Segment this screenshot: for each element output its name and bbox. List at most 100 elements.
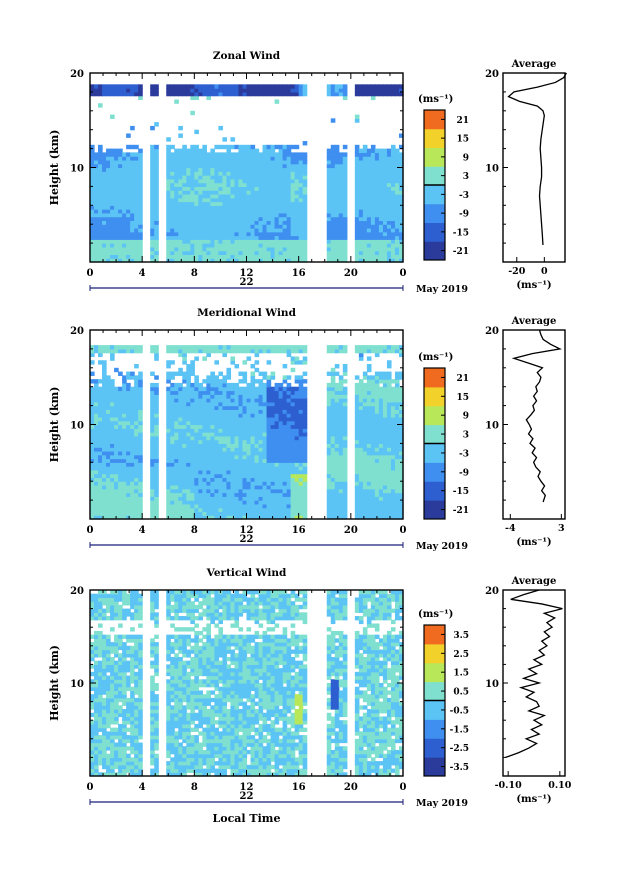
heatmap-cell [110, 435, 115, 441]
heatmap-cell [222, 447, 228, 452]
heatmap-cell [370, 481, 376, 486]
heatmap-cell [182, 405, 187, 410]
heatmap-cell [166, 484, 171, 490]
heatmap-cell [250, 492, 256, 497]
heatmap-cell [222, 413, 228, 418]
heatmap-cell [134, 416, 139, 422]
heatmap-cell [182, 152, 187, 157]
heatmap-cell [110, 163, 115, 169]
heatmap-cell [362, 409, 368, 414]
heatmap-cell [190, 95, 195, 101]
heatmap-cell [150, 182, 155, 187]
heatmap-cell [366, 432, 372, 437]
heatmap-cell [114, 398, 119, 403]
heatmap-cell [98, 416, 103, 422]
heatmap-cell [390, 88, 396, 93]
heatmap-cell [330, 439, 336, 444]
heatmap-cell [230, 171, 236, 176]
heatmap-cell [242, 409, 248, 414]
heatmap-cell [274, 250, 280, 256]
heatmap-cell [258, 250, 264, 256]
heatmap-cell [130, 466, 135, 471]
heatmap-cell [202, 409, 207, 414]
heatmap-cell [342, 167, 348, 172]
heatmap-cell [218, 186, 224, 191]
heatmap-cell [246, 488, 252, 494]
heatmap-cell [338, 398, 344, 403]
heatmap-cell [226, 503, 232, 509]
heatmap-cell [166, 231, 171, 237]
heatmap-cell [122, 246, 127, 252]
heatmap-cell [246, 258, 252, 263]
heatmap-cell [342, 473, 348, 479]
heatmap-cell [298, 413, 304, 418]
heatmap-cell [178, 398, 183, 403]
heatmap-cell [326, 481, 332, 486]
heatmap-cell [214, 488, 220, 494]
heatmap-cell [126, 401, 131, 407]
heatmap-cell [326, 450, 332, 456]
heatmap-cell [242, 458, 248, 463]
heatmap-cell [170, 390, 175, 395]
heatmap-cell [374, 466, 380, 471]
heatmap-cell [382, 481, 388, 486]
heatmap-cell [102, 450, 107, 456]
heatmap-cell [170, 258, 175, 263]
heatmap-cell [242, 443, 248, 448]
heatmap-cell [138, 435, 143, 441]
heatmap-cell [298, 401, 304, 407]
heatmap-cell [190, 246, 195, 252]
heatmap-cell [246, 405, 252, 410]
heatmap-cell [202, 254, 207, 259]
heatmap-cell [290, 258, 296, 263]
heatmap-cell [382, 190, 388, 195]
heatmap-cell [394, 246, 400, 252]
heatmap-cell [150, 477, 155, 482]
heatmap-cell [286, 447, 292, 452]
heatmap-cell [122, 224, 127, 229]
heatmap-cell [242, 254, 248, 259]
heatmap-cell [182, 201, 187, 206]
heatmap-cell [286, 190, 292, 195]
heatmap-cell [250, 178, 256, 184]
heatmap-cell [370, 488, 376, 494]
heatmap-cell [354, 481, 360, 486]
heatmap-cell [90, 409, 95, 414]
heatmap-cell [294, 360, 300, 365]
heatmap-cell [114, 450, 119, 456]
heatmap-cell [382, 394, 388, 399]
heatmap-cell [130, 428, 135, 433]
heatmap-cell [186, 398, 191, 403]
heatmap-cell [106, 401, 111, 407]
heatmap-cell [194, 231, 199, 237]
heatmap-cell [178, 454, 183, 460]
heatmap-cell [262, 227, 268, 233]
heatmap-cell [270, 496, 276, 501]
heatmap-cell [238, 500, 244, 505]
heatmap-cell [202, 401, 207, 407]
heatmap-cell [98, 447, 103, 452]
heatmap-cell [218, 91, 224, 97]
heatmap-cell [94, 462, 99, 467]
heatmap-cell [170, 432, 175, 437]
heatmap-cell [138, 447, 143, 452]
heatmap-cell [262, 462, 268, 467]
heatmap-cell [198, 458, 203, 463]
heatmap-cell [194, 511, 199, 516]
heatmap-cell [110, 484, 115, 490]
heatmap-cell [198, 511, 203, 516]
heatmap-cell [218, 197, 224, 203]
heatmap-cell [398, 258, 404, 263]
heatmap-cell [122, 435, 127, 441]
heatmap-cell [126, 224, 131, 229]
heatmap-cell [126, 484, 131, 490]
heatmap-cell [238, 254, 244, 259]
heatmap-cell [118, 163, 123, 169]
heatmap-cell [194, 439, 199, 444]
heatmap-cell [150, 163, 155, 169]
heatmap-cell [218, 496, 224, 501]
heatmap-cell [234, 466, 240, 471]
colorbar-tick-label: 9 [463, 153, 469, 163]
heatmap-cell [338, 424, 344, 429]
heatmap-cell [338, 454, 344, 460]
